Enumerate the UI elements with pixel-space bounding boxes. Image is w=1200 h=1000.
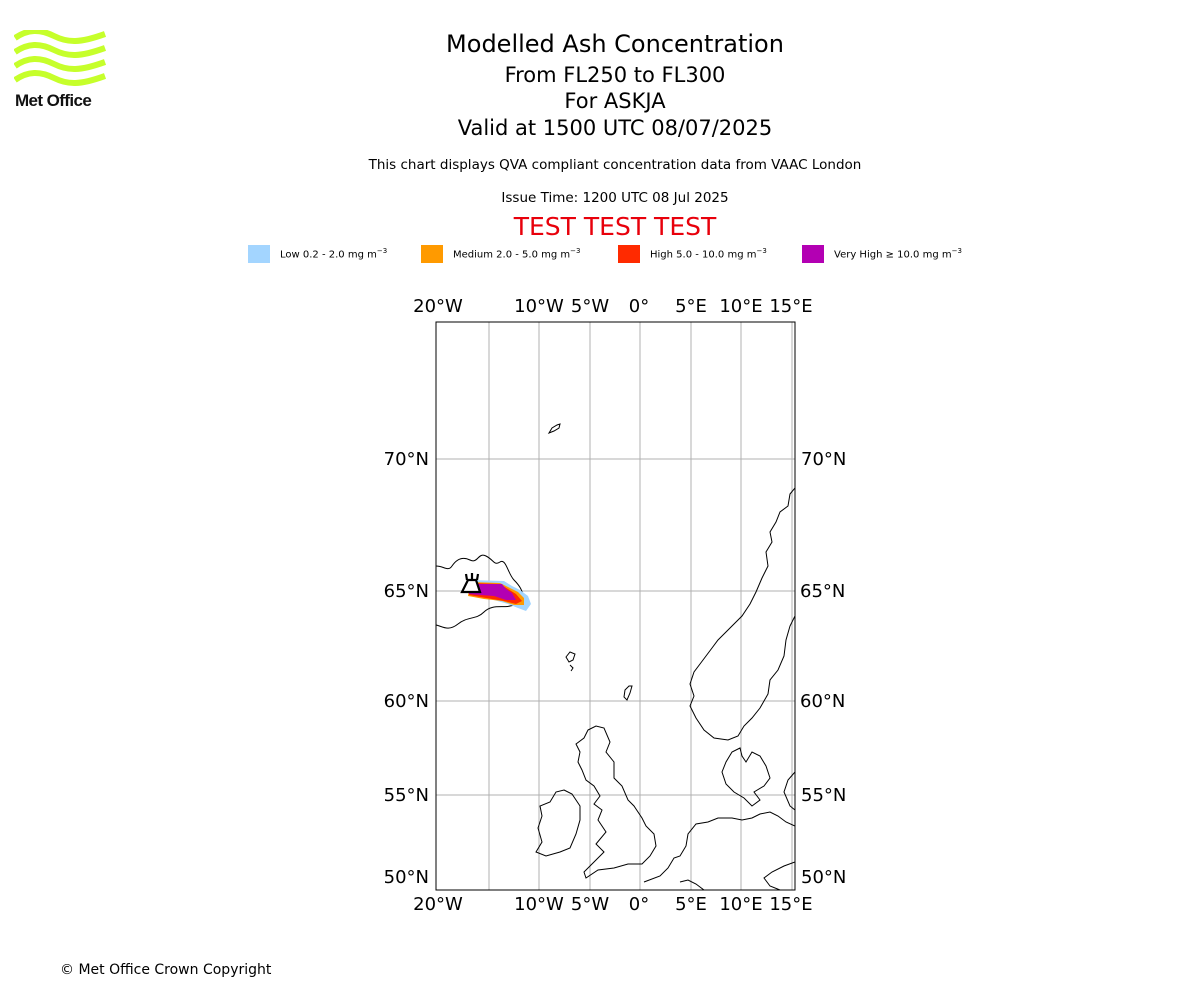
lon-label: 0°: [629, 894, 649, 915]
coast-faroes: [565, 651, 576, 672]
lat-labels-left: 70°N 65°N 60°N 55°N 50°N: [384, 449, 429, 888]
logo-text: Met Office: [15, 91, 92, 110]
chart-title: Modelled Ash Concentration: [446, 30, 784, 58]
legend-label-very-high: Very High ≥ 10.0 mg m: [834, 249, 952, 261]
coast-jan-mayen: [547, 423, 561, 435]
coastlines: [436, 423, 795, 890]
legend-label-low: Low 0.2 - 2.0 mg m: [280, 249, 377, 261]
coast-poland: [763, 861, 795, 890]
lon-label: 10°W: [514, 296, 564, 317]
legend-unit-medium: −3: [570, 247, 581, 256]
lat-label: 50°N: [384, 867, 429, 888]
chart-description: This chart displays QVA compliant concen…: [368, 157, 862, 173]
lat-labels-right: 70°N 65°N 60°N 55°N 50°N: [800, 449, 846, 888]
lon-labels-top: 20°W 10°W 5°W 0° 5°E 10°E 15°E: [413, 296, 812, 317]
lat-label: 65°N: [384, 581, 429, 602]
legend-swatch-very-high: [802, 245, 824, 263]
legend-item-low: Low 0.2 - 2.0 mg m−3: [248, 244, 387, 264]
coast-scandinavia: [689, 487, 795, 741]
lon-label: 20°W: [413, 296, 463, 317]
gridlines: [436, 322, 795, 890]
lon-label: 10°E: [719, 296, 762, 317]
lat-label: 55°N: [801, 785, 846, 806]
valid-time: Valid at 1500 UTC 08/07/2025: [457, 116, 773, 140]
lat-label: 55°N: [384, 785, 429, 806]
map-frame: [435, 321, 796, 891]
test-banner: TEST TEST TEST: [513, 212, 717, 241]
legend-unit-high: −3: [756, 247, 767, 256]
coast-france: [679, 879, 705, 890]
ash-plume: [466, 580, 531, 611]
legend-label-medium: Medium 2.0 - 5.0 mg m: [453, 249, 571, 261]
coast-great-britain: [575, 725, 657, 879]
legend-swatch-medium: [421, 245, 443, 263]
coast-europe: [643, 811, 795, 883]
lat-label: 70°N: [801, 449, 846, 470]
coast-sweden-south: [783, 771, 795, 811]
legend-swatch-low: [248, 245, 270, 263]
lat-label: 60°N: [800, 691, 845, 712]
coast-shetland: [623, 685, 633, 701]
legend-item-medium: Medium 2.0 - 5.0 mg m−3: [421, 244, 580, 264]
lat-label: 70°N: [384, 449, 429, 470]
volcano-icon: [460, 573, 482, 594]
coast-iceland: [436, 554, 525, 629]
lat-label: 65°N: [800, 581, 845, 602]
flight-levels: From FL250 to FL300: [504, 63, 726, 87]
lat-label: 60°N: [384, 691, 429, 712]
lon-label: 10°E: [719, 894, 762, 915]
coast-denmark: [721, 747, 771, 807]
met-office-logo: [14, 30, 106, 86]
lon-label: 5°W: [571, 894, 609, 915]
lon-label: 15°E: [769, 894, 812, 915]
legend-item-very-high: Very High ≥ 10.0 mg m−3: [802, 244, 962, 264]
volcano-name: For ASKJA: [564, 89, 666, 113]
lat-label: 50°N: [801, 867, 846, 888]
coast-ireland: [535, 789, 581, 857]
issue-time: Issue Time: 1200 UTC 08 Jul 2025: [501, 190, 729, 206]
lon-label: 15°E: [769, 296, 812, 317]
legend-label-high: High 5.0 - 10.0 mg m: [650, 249, 757, 261]
lon-label: 5°E: [675, 894, 707, 915]
lon-label: 5°E: [675, 296, 707, 317]
legend-unit-low: −3: [376, 247, 388, 256]
lon-label: 20°W: [413, 894, 463, 915]
legend-item-high: High 5.0 - 10.0 mg m−3: [618, 244, 767, 264]
legend-swatch-high: [618, 245, 640, 263]
copyright-notice: © Met Office Crown Copyright: [60, 962, 272, 978]
lon-label: 0°: [629, 296, 649, 317]
lon-label: 5°W: [571, 296, 609, 317]
lon-label: 10°W: [514, 894, 564, 915]
lon-labels-bottom: 20°W 10°W 5°W 0° 5°E 10°E 15°E: [413, 894, 812, 915]
legend-unit-very-high: −3: [951, 247, 962, 256]
ash-very-high: [469, 584, 516, 600]
